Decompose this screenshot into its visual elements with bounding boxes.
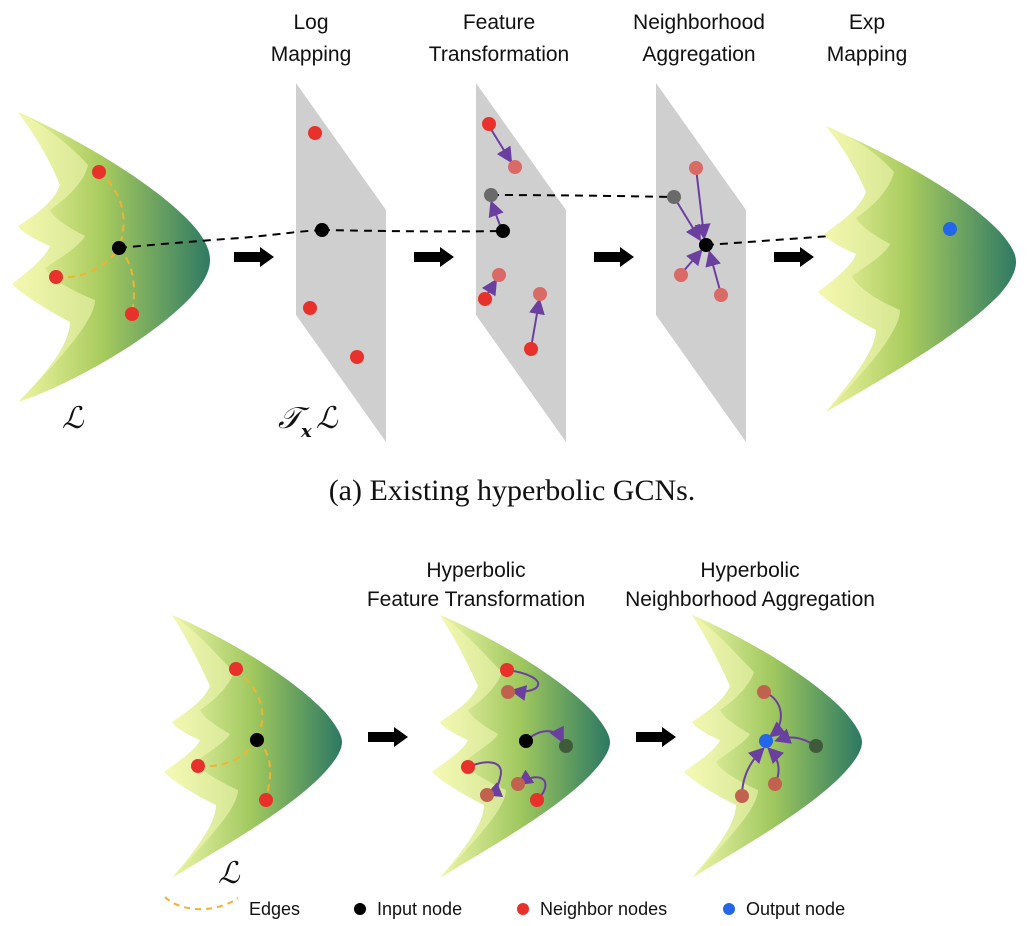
- transformed-neighbor-node: [714, 288, 728, 302]
- neighbor-node: [303, 301, 317, 315]
- transformed-neighbor-node: [768, 777, 782, 791]
- output-node: [759, 734, 773, 748]
- transformed-input-node: [809, 739, 823, 753]
- transformed-input-node: [559, 739, 573, 753]
- tangent-plane-transform: [476, 83, 566, 442]
- input-node: [315, 223, 329, 237]
- output-node: [943, 222, 957, 236]
- panel-a-stage-labels: Log Mapping Feature Transformation Neigh…: [271, 11, 908, 66]
- flow-arrow-2: [414, 247, 454, 267]
- stage-log-mapping-line2: Mapping: [271, 43, 352, 66]
- legend-output-node-label: Output node: [746, 899, 845, 919]
- manifold-symbol-a: ℒ: [62, 401, 85, 436]
- neighbor-node: [191, 759, 205, 773]
- transformed-neighbor-node: [533, 287, 547, 301]
- legend-input-node-swatch: [354, 903, 366, 915]
- legend: Edges Input node Neighbor nodes Output n…: [164, 896, 845, 919]
- input-node: [519, 734, 533, 748]
- legend-input-node-label: Input node: [377, 899, 462, 919]
- manifold-transform-b: [432, 615, 610, 878]
- flow-arrow-1: [234, 247, 274, 267]
- transformed-neighbor-node: [511, 777, 525, 791]
- tangent-plane-log: [296, 83, 386, 442]
- tangent-space-label: 𝒯 x ℒ: [278, 401, 339, 442]
- panel-b-stage-labels: Hyperbolic Feature Transformation Hyperb…: [367, 559, 875, 611]
- tangent-plane-aggregate: [656, 83, 746, 442]
- flow-arrow-3: [594, 247, 634, 267]
- stage-exp-mapping-line2: Mapping: [827, 43, 908, 66]
- input-node: [250, 733, 264, 747]
- stage-log-mapping-line1: Log: [293, 11, 328, 34]
- stage-neighborhood-aggregation-line1: Neighborhood: [633, 11, 765, 34]
- legend-output-node-swatch: [723, 903, 735, 915]
- flow-arrow-b1: [368, 727, 408, 747]
- neighbor-node: [350, 350, 364, 364]
- transformed-neighbor-node: [757, 685, 771, 699]
- stage-hyperbolic-na-line1: Hyperbolic: [700, 559, 799, 582]
- manifold-symbol-b: ℒ: [218, 856, 241, 891]
- transformed-input-node: [484, 188, 498, 202]
- aggregated-node: [699, 238, 713, 252]
- transformed-neighbor-node: [480, 788, 494, 802]
- tangent-symbol-sub: x: [300, 421, 312, 442]
- transformed-input-node: [667, 190, 681, 204]
- transformed-neighbor-node: [735, 789, 749, 803]
- stage-hyperbolic-na-line2: Neighborhood Aggregation: [625, 588, 875, 611]
- neighbor-node: [530, 793, 544, 807]
- neighbor-node: [125, 307, 139, 321]
- stage-neighborhood-aggregation-line2: Aggregation: [642, 43, 755, 66]
- legend-neighbor-node-swatch: [517, 903, 529, 915]
- flow-arrow-b2: [636, 727, 676, 747]
- stage-hyperbolic-ft-line1: Hyperbolic: [426, 559, 525, 582]
- legend-edges-label: Edges: [249, 899, 300, 919]
- tangent-planes: [296, 83, 746, 442]
- caption-a: (a) Existing hyperbolic GCNs.: [329, 474, 696, 507]
- flow-arrow-4: [774, 247, 814, 267]
- nodes-transform-plane: [478, 117, 547, 356]
- neighbor-node: [92, 165, 106, 179]
- neighbor-node: [478, 292, 492, 306]
- manifold-aggregate-b: [684, 615, 862, 878]
- legend-edge-swatch: [164, 896, 239, 911]
- nodes-manifold-a: [49, 165, 139, 321]
- stage-feature-transformation-line1: Feature: [463, 11, 535, 34]
- nodes-transform-b: [461, 663, 573, 807]
- transformed-neighbor-node: [492, 268, 506, 282]
- input-node: [496, 224, 510, 238]
- neighbor-node: [259, 793, 273, 807]
- neighbor-node: [461, 760, 475, 774]
- manifold-output-a: [818, 126, 1016, 412]
- transformed-neighbor-node: [689, 161, 703, 175]
- transformed-neighbor-node: [674, 268, 688, 282]
- transformed-neighbor-node: [501, 685, 515, 699]
- stage-exp-mapping-line1: Exp: [849, 11, 885, 34]
- neighbor-node: [500, 663, 514, 677]
- nodes-aggregate-b: [735, 685, 823, 803]
- neighbor-node: [482, 117, 496, 131]
- neighbor-node: [524, 342, 538, 356]
- nodes-manifold-b: [191, 662, 273, 807]
- stage-hyperbolic-ft-line2: Feature Transformation: [367, 588, 585, 611]
- legend-neighbor-nodes-label: Neighbor nodes: [540, 899, 667, 919]
- stage-feature-transformation-line2: Transformation: [429, 43, 569, 66]
- tangent-symbol-tail: ℒ: [316, 401, 339, 436]
- transformed-neighbor-node: [508, 160, 522, 174]
- neighbor-node: [308, 126, 322, 140]
- neighbor-node: [49, 270, 63, 284]
- neighbor-node: [229, 662, 243, 676]
- nodes-log-plane: [303, 126, 364, 364]
- nodes-aggregate-plane: [667, 161, 728, 302]
